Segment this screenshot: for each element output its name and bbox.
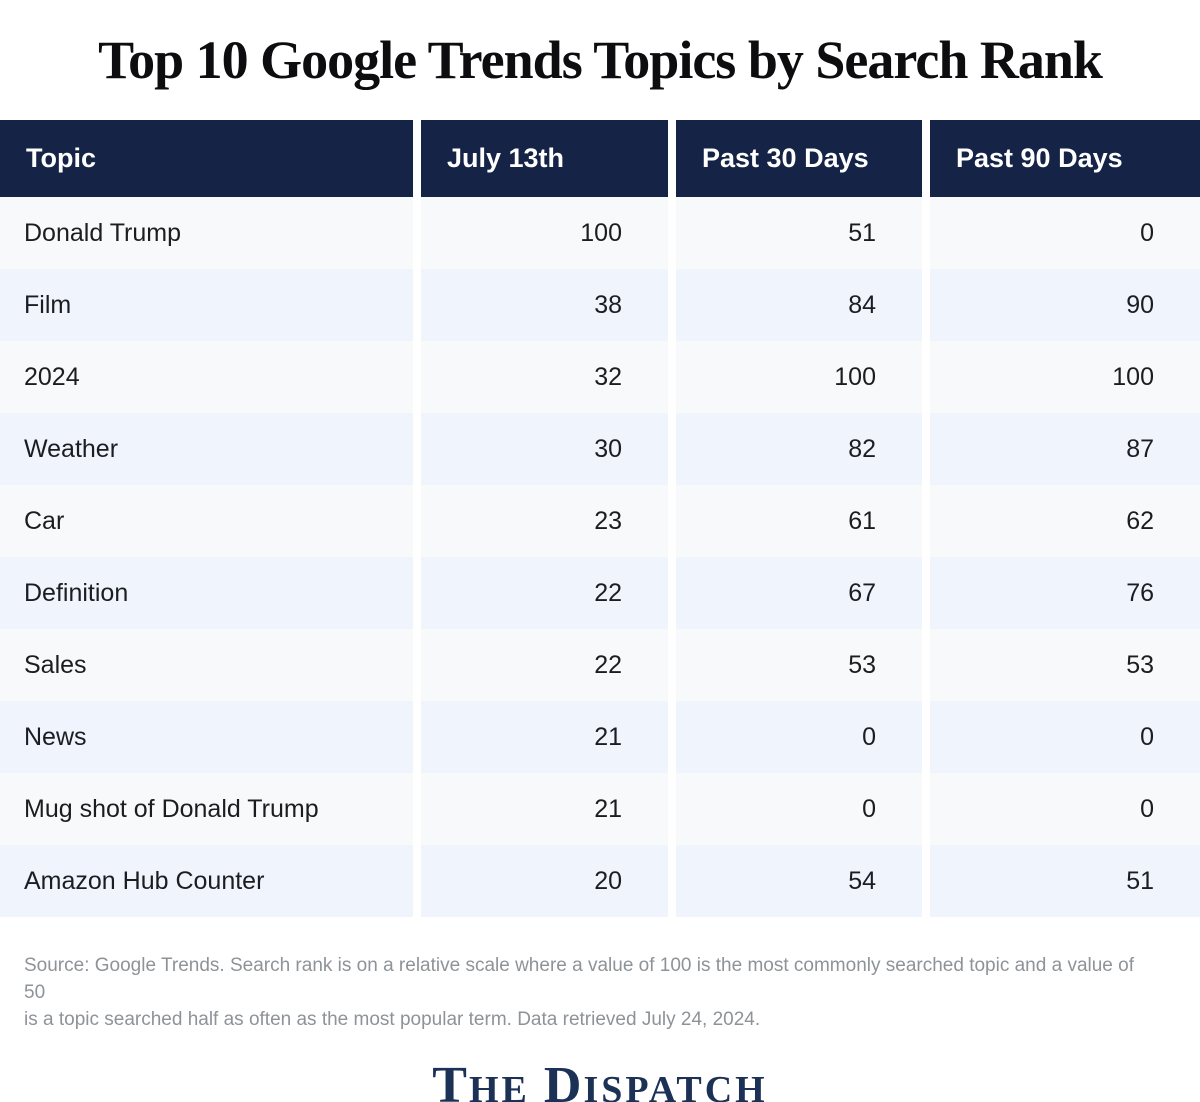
source-footnote: Source: Google Trends. Search rank is on…: [24, 953, 1160, 1034]
value-cell: 53: [676, 629, 922, 701]
value-cell: 84: [676, 269, 922, 341]
value-cell: 100: [676, 341, 922, 413]
topic-cell: Amazon Hub Counter: [0, 845, 413, 917]
logo-word2-rest: ISPATCH: [583, 1068, 768, 1102]
value-cell: 0: [676, 701, 922, 773]
value-cell: 61: [676, 485, 922, 557]
dispatch-logo: THE DISPATCH: [0, 1056, 1200, 1102]
table-row: Weather 30 82 87: [0, 413, 1200, 485]
page-title: Top 10 Google Trends Topics by Search Ra…: [98, 30, 1103, 90]
value-cell: 30: [421, 413, 668, 485]
topic-cell: 2024: [0, 341, 413, 413]
value-cell: 21: [421, 773, 668, 845]
value-cell: 0: [930, 701, 1200, 773]
value-cell: 87: [930, 413, 1200, 485]
table-row: 2024 32 100 100: [0, 341, 1200, 413]
topic-cell: Mug shot of Donald Trump: [0, 773, 413, 845]
value-cell: 22: [421, 629, 668, 701]
table-row: Film 38 84 90: [0, 269, 1200, 341]
value-cell: 0: [930, 197, 1200, 269]
table-row: News 21 0 0: [0, 701, 1200, 773]
topic-cell: Film: [0, 269, 413, 341]
table-row: Car 23 61 62: [0, 485, 1200, 557]
topic-cell: Car: [0, 485, 413, 557]
table-row: Amazon Hub Counter 20 54 51: [0, 845, 1200, 917]
value-cell: 22: [421, 557, 668, 629]
table-row: Definition 22 67 76: [0, 557, 1200, 629]
source-footnote-line2: is a topic searched half as often as the…: [24, 1008, 761, 1030]
topic-cell: Definition: [0, 557, 413, 629]
value-cell: 0: [676, 773, 922, 845]
value-cell: 23: [421, 485, 668, 557]
value-cell: 20: [421, 845, 668, 917]
column-header-past30: Past 30 Days: [676, 120, 922, 197]
value-cell: 32: [421, 341, 668, 413]
table-row: Sales 22 53 53: [0, 629, 1200, 701]
logo-word2-initial: D: [543, 1056, 584, 1102]
title-block: Top 10 Google Trends Topics by Search Ra…: [0, 0, 1200, 120]
table-row: Donald Trump 100 51 0: [0, 197, 1200, 269]
value-cell: 54: [676, 845, 922, 917]
table-header-row: Topic July 13th Past 30 Days Past 90 Day…: [0, 120, 1200, 197]
table-body: Donald Trump 100 51 0 Film 38 84 90 2024 32 100 100…: [0, 197, 1200, 917]
logo-word1-rest: HE: [468, 1068, 530, 1102]
value-cell: 100: [421, 197, 668, 269]
topic-cell: Donald Trump: [0, 197, 413, 269]
column-header-july13: July 13th: [421, 120, 668, 197]
column-header-topic: Topic: [0, 120, 413, 197]
value-cell: 51: [676, 197, 922, 269]
value-cell: 67: [676, 557, 922, 629]
logo-word1-initial: T: [432, 1056, 469, 1102]
source-footnote-line1: Source: Google Trends. Search rank is on…: [24, 955, 1134, 1003]
topic-cell: Weather: [0, 413, 413, 485]
value-cell: 51: [930, 845, 1200, 917]
value-cell: 21: [421, 701, 668, 773]
value-cell: 90: [930, 269, 1200, 341]
column-header-past90: Past 90 Days: [930, 120, 1200, 197]
trends-table: Topic July 13th Past 30 Days Past 90 Day…: [0, 120, 1200, 917]
table-row: Mug shot of Donald Trump 21 0 0: [0, 773, 1200, 845]
value-cell: 100: [930, 341, 1200, 413]
value-cell: 0: [930, 773, 1200, 845]
value-cell: 53: [930, 629, 1200, 701]
value-cell: 76: [930, 557, 1200, 629]
value-cell: 82: [676, 413, 922, 485]
topic-cell: News: [0, 701, 413, 773]
value-cell: 62: [930, 485, 1200, 557]
topic-cell: Sales: [0, 629, 413, 701]
value-cell: 38: [421, 269, 668, 341]
